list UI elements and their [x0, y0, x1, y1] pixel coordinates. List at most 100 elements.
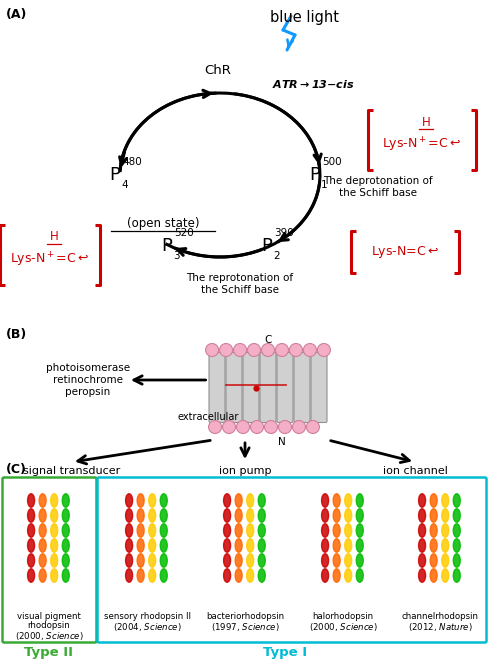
Ellipse shape	[160, 539, 167, 552]
Ellipse shape	[125, 509, 132, 522]
Ellipse shape	[27, 539, 35, 552]
Ellipse shape	[452, 524, 459, 537]
Ellipse shape	[160, 554, 167, 567]
Text: extracellular: extracellular	[177, 412, 238, 422]
Ellipse shape	[418, 524, 425, 537]
Text: ChR: ChR	[204, 63, 231, 77]
Ellipse shape	[321, 554, 328, 567]
Text: P: P	[161, 237, 172, 255]
Circle shape	[233, 343, 246, 357]
FancyBboxPatch shape	[225, 353, 242, 422]
Ellipse shape	[356, 524, 363, 537]
Ellipse shape	[418, 554, 425, 567]
FancyBboxPatch shape	[260, 353, 275, 422]
Text: Lys-N$^+$=C$\hookleftarrow$: Lys-N$^+$=C$\hookleftarrow$	[10, 251, 89, 269]
Ellipse shape	[441, 539, 448, 552]
Circle shape	[303, 343, 316, 357]
Circle shape	[222, 420, 235, 434]
Ellipse shape	[258, 509, 264, 522]
Ellipse shape	[223, 494, 230, 507]
Circle shape	[261, 343, 274, 357]
Ellipse shape	[441, 568, 448, 582]
Ellipse shape	[441, 524, 448, 537]
Ellipse shape	[51, 554, 58, 567]
Ellipse shape	[137, 568, 144, 582]
Text: sensory rhodopsin II: sensory rhodopsin II	[103, 612, 190, 621]
Text: (2000, $\it{Science}$): (2000, $\it{Science}$)	[308, 621, 377, 633]
Ellipse shape	[160, 509, 167, 522]
Ellipse shape	[452, 494, 459, 507]
Text: (1997, $\it{Science}$): (1997, $\it{Science}$)	[210, 621, 279, 633]
Ellipse shape	[223, 554, 230, 567]
Ellipse shape	[344, 509, 351, 522]
Circle shape	[250, 420, 263, 434]
Text: Lys-N=C$\hookleftarrow$: Lys-N=C$\hookleftarrow$	[370, 244, 438, 260]
Circle shape	[205, 343, 218, 357]
Text: photoisomerase
retinochrome
peropsin: photoisomerase retinochrome peropsin	[46, 363, 130, 397]
Ellipse shape	[148, 554, 155, 567]
Text: (B): (B)	[6, 328, 27, 341]
Ellipse shape	[27, 509, 35, 522]
Ellipse shape	[332, 494, 340, 507]
Text: The deprotonation of
the Schiff base: The deprotonation of the Schiff base	[323, 176, 432, 198]
Ellipse shape	[39, 494, 46, 507]
Ellipse shape	[332, 539, 340, 552]
Ellipse shape	[39, 539, 46, 552]
Ellipse shape	[344, 539, 351, 552]
Ellipse shape	[39, 568, 46, 582]
Ellipse shape	[452, 539, 459, 552]
Ellipse shape	[223, 539, 230, 552]
Text: (2004, $\it{Science}$): (2004, $\it{Science}$)	[112, 621, 181, 633]
Circle shape	[219, 343, 232, 357]
Ellipse shape	[321, 539, 328, 552]
Ellipse shape	[148, 524, 155, 537]
Circle shape	[247, 343, 260, 357]
Ellipse shape	[27, 524, 35, 537]
Ellipse shape	[62, 539, 69, 552]
Ellipse shape	[246, 568, 253, 582]
Text: (open state): (open state)	[126, 218, 199, 230]
Text: (2000, $\it{Science}$): (2000, $\it{Science}$)	[15, 630, 83, 642]
Text: N: N	[278, 437, 285, 447]
Text: 4: 4	[121, 180, 127, 190]
Ellipse shape	[62, 568, 69, 582]
Ellipse shape	[51, 494, 58, 507]
Ellipse shape	[452, 509, 459, 522]
FancyBboxPatch shape	[243, 353, 259, 422]
Ellipse shape	[62, 494, 69, 507]
Ellipse shape	[356, 539, 363, 552]
Ellipse shape	[356, 509, 363, 522]
Ellipse shape	[429, 568, 436, 582]
Ellipse shape	[137, 524, 144, 537]
Ellipse shape	[344, 494, 351, 507]
Ellipse shape	[429, 524, 436, 537]
Ellipse shape	[125, 524, 132, 537]
Ellipse shape	[246, 539, 253, 552]
Ellipse shape	[223, 568, 230, 582]
Ellipse shape	[429, 539, 436, 552]
Text: P: P	[309, 166, 320, 184]
Text: Type II: Type II	[24, 646, 73, 659]
Text: The reprotonation of
the Schiff base: The reprotonation of the Schiff base	[186, 273, 293, 295]
Ellipse shape	[235, 524, 242, 537]
Ellipse shape	[51, 539, 58, 552]
Text: Lys-N$^+$=C$\hookleftarrow$: Lys-N$^+$=C$\hookleftarrow$	[382, 136, 461, 154]
Circle shape	[278, 420, 291, 434]
Text: P: P	[109, 166, 120, 184]
Ellipse shape	[246, 509, 253, 522]
Text: ion pump: ion pump	[218, 466, 271, 476]
Ellipse shape	[258, 554, 264, 567]
Ellipse shape	[418, 509, 425, 522]
FancyBboxPatch shape	[276, 353, 292, 422]
Ellipse shape	[452, 568, 459, 582]
Ellipse shape	[441, 509, 448, 522]
Text: 390: 390	[273, 228, 293, 238]
Ellipse shape	[160, 524, 167, 537]
Ellipse shape	[235, 494, 242, 507]
Text: P: P	[261, 237, 272, 255]
Ellipse shape	[125, 554, 132, 567]
Ellipse shape	[125, 539, 132, 552]
Circle shape	[275, 343, 288, 357]
Ellipse shape	[321, 494, 328, 507]
Circle shape	[292, 420, 305, 434]
